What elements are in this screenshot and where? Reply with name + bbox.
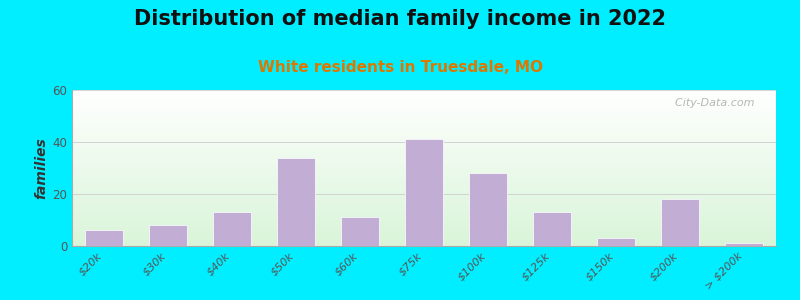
Bar [405, 140, 443, 246]
Bar [213, 212, 251, 246]
Text: City-Data.com: City-Data.com [668, 98, 755, 108]
Bar [469, 173, 507, 246]
Bar [341, 218, 379, 246]
Bar [85, 230, 123, 246]
Bar [533, 212, 571, 246]
Bar [277, 158, 315, 246]
Bar [597, 238, 635, 246]
Bar [725, 243, 763, 246]
Text: Distribution of median family income in 2022: Distribution of median family income in … [134, 9, 666, 29]
Bar [149, 225, 187, 246]
Y-axis label: families: families [34, 137, 48, 199]
Bar [661, 199, 699, 246]
Text: White residents in Truesdale, MO: White residents in Truesdale, MO [258, 60, 542, 75]
